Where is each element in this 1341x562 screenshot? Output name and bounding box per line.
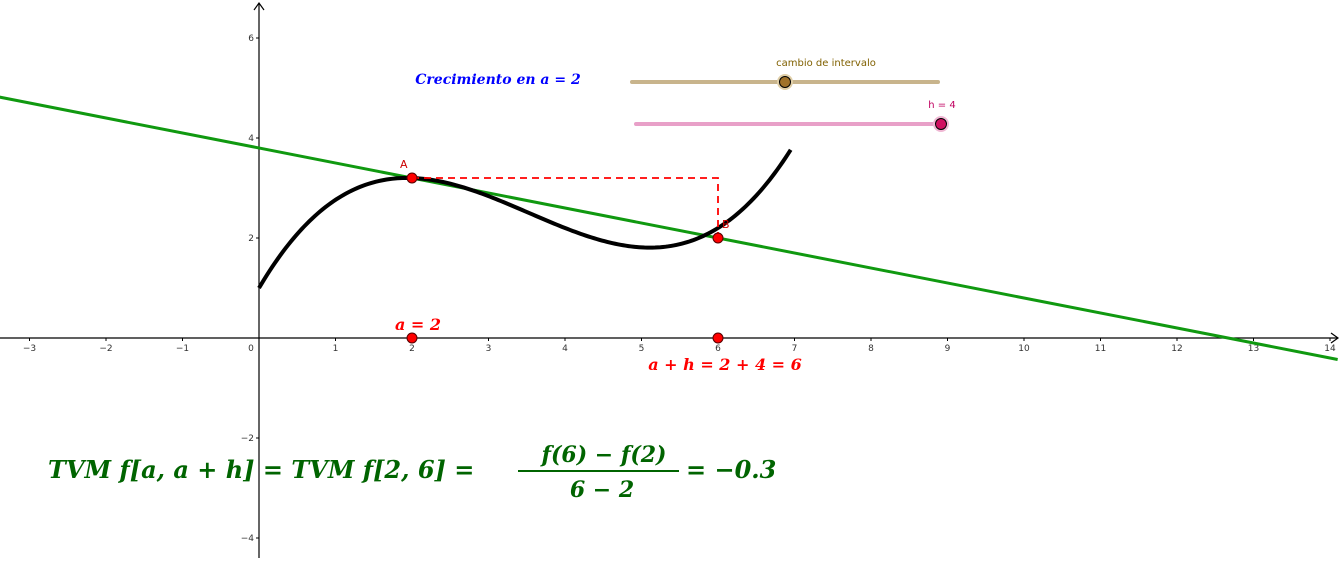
- x-tick-label: 10: [1018, 344, 1030, 354]
- secant-line: [0, 95, 1338, 361]
- slider-cambio-intervalo[interactable]: cambio de intervalo: [630, 58, 940, 90]
- x-tick-label: 11: [1095, 344, 1106, 354]
- x-tick-label: 13: [1248, 344, 1259, 354]
- x-tick-label: −1: [176, 344, 189, 354]
- slider-cambio-label: cambio de intervalo: [776, 58, 876, 69]
- y-tick-label: 2: [248, 234, 254, 244]
- slider-cambio-knob[interactable]: [779, 76, 791, 88]
- x-tick-label: 4: [562, 344, 568, 354]
- formula-result: = −0.3: [686, 455, 776, 484]
- y-tick-label: −4: [241, 534, 255, 544]
- x-axis-arrow: [1330, 332, 1340, 344]
- formula-numerator: f(6) − f(2): [540, 442, 667, 468]
- x-tick-label: 6: [715, 344, 721, 354]
- x-tick-label: 14: [1324, 344, 1336, 354]
- x-tick-label: −3: [23, 344, 36, 354]
- point-a: [406, 172, 418, 184]
- y-axis-arrow: [253, 1, 265, 11]
- slider-h-knob[interactable]: [935, 118, 947, 130]
- y-tick-label: 4: [248, 134, 254, 144]
- function-curve: [257, 148, 793, 290]
- a-plus-h-label: a + h = 2 + 4 = 6: [648, 355, 802, 374]
- x-tick-label: 3: [486, 344, 492, 354]
- x-tick-label: 9: [945, 344, 951, 354]
- slider-h-label: h = 4: [928, 100, 955, 111]
- x-tick-label: 0: [248, 344, 254, 354]
- formula-left: TVM f[a, a + h] = TVM f[2, 6] =: [48, 455, 474, 484]
- x-tick-label: 2: [409, 344, 415, 354]
- point-a-label: A: [400, 158, 408, 171]
- y-tick-label: −2: [241, 434, 254, 444]
- tvm-formula: TVM f[a, a + h] = TVM f[2, 6] = f(6) − f…: [48, 442, 776, 503]
- growth-title: Crecimiento en a = 2: [415, 72, 581, 88]
- x-tick-label: −2: [99, 344, 112, 354]
- x-tick-label: 8: [868, 344, 874, 354]
- x-tick-label: 5: [639, 344, 645, 354]
- x-tick-label: 1: [333, 344, 339, 354]
- formula-denominator: 6 − 2: [570, 477, 634, 503]
- x-tick-label: 7: [792, 344, 798, 354]
- y-tick-label: 6: [248, 34, 254, 44]
- plot-layer: AB: [0, 95, 1338, 361]
- point-b: [712, 232, 724, 244]
- x-tick-label: 12: [1171, 344, 1182, 354]
- point-a-plus-h-on-axis: [712, 332, 724, 344]
- increment-dashed-lines: [412, 177, 719, 238]
- a-value-label: a = 2: [395, 315, 441, 334]
- point-a-on-axis: [406, 332, 418, 344]
- point-b-label: B: [722, 218, 730, 231]
- slider-h[interactable]: h = 4: [634, 100, 956, 132]
